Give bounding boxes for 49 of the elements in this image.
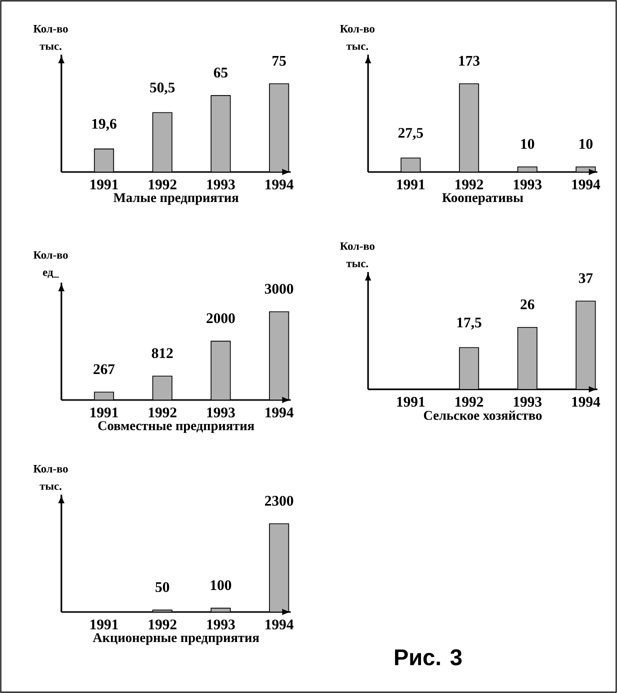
data-label: 2300 <box>265 496 294 506</box>
data-label: 173 <box>459 56 480 66</box>
data-label: 37 <box>578 273 593 284</box>
x-tick-label: 1991 <box>90 180 118 190</box>
x-tick-label: 1991 <box>397 180 425 190</box>
x-tick-label: 1994 <box>572 396 600 407</box>
x-axis-title: Малые предприятия <box>114 193 238 205</box>
x-tick-label: 1993 <box>207 180 235 190</box>
data-label: 812 <box>152 348 173 358</box>
x-axis-title: Совместные предприятия <box>98 421 254 433</box>
x-axis-title: Акционерные предприятия <box>92 633 260 645</box>
x-tick-label: 1993 <box>207 620 235 630</box>
x-tick-label: 1994 <box>266 408 294 418</box>
x-tick-label: 1994 <box>572 180 600 190</box>
x-tick-label: 1993 <box>514 396 542 407</box>
data-label: 65 <box>214 68 228 78</box>
data-label: 50,5 <box>150 82 175 95</box>
data-label: 10 <box>580 138 592 149</box>
data-label: 27,5 <box>398 128 423 140</box>
x-tick-label: 1992 <box>148 620 176 630</box>
data-label: 267 <box>94 364 115 374</box>
x-tick-label: 1993 <box>207 408 235 418</box>
x-tick-label: 1994 <box>266 620 294 630</box>
data-label: 50 <box>156 582 170 592</box>
x-tick-label: 1992 <box>148 180 176 190</box>
x-axis-title: Кооперативы <box>442 193 524 205</box>
x-tick-label: 1992 <box>456 180 484 190</box>
y-axis-title: Кол-во тыс. <box>33 25 68 50</box>
data-label: 17,5 <box>457 318 482 330</box>
x-tick-label: 1991 <box>90 620 118 630</box>
data-label: 19,6 <box>92 118 116 131</box>
data-label: 2000 <box>206 313 235 324</box>
text: Рис. 3 <box>395 649 462 666</box>
x-tick-label: 1991 <box>90 408 118 418</box>
x-tick-label: 1993 <box>514 180 542 190</box>
y-axis-title: Кол-во тыс. <box>340 242 374 268</box>
data-label: 3000 <box>264 284 294 294</box>
x-tick-label: 1992 <box>148 408 176 418</box>
x-tick-label: 1994 <box>266 180 294 190</box>
data-label: 100 <box>210 580 232 590</box>
y-axis-title: Кол-во ед_ <box>33 251 68 278</box>
y-axis-title: Кол-во тыс. <box>33 465 68 490</box>
data-label: 10 <box>521 138 534 149</box>
data-label: 75 <box>272 56 286 66</box>
x-tick-label: 1992 <box>456 396 484 407</box>
data-label: 26 <box>520 299 534 310</box>
x-tick-label: 1991 <box>397 396 425 407</box>
x-axis-title: Сельское хозяйство <box>424 410 542 420</box>
y-axis-title: Кол-во тыс. <box>340 25 374 50</box>
